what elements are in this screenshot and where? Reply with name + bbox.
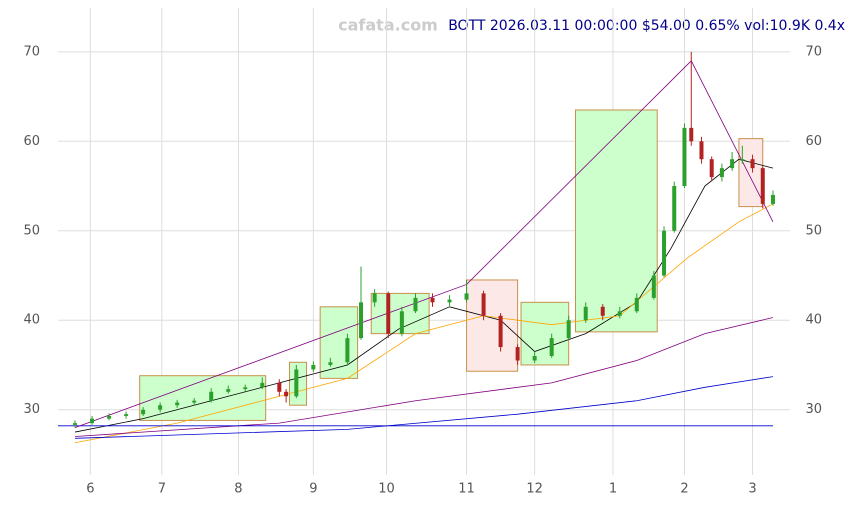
box [319,306,359,379]
candle-body [682,127,687,187]
candle-body [158,405,163,410]
candle-body [634,297,639,312]
candle-body [464,293,469,300]
y-tick-label: 40 [23,313,40,328]
x-tick-label: 6 [86,482,94,497]
candle-body [209,391,214,401]
candle-body [709,159,714,178]
candle-body [689,127,694,142]
x-tick-label: 10 [378,482,395,497]
candle-body [532,356,537,361]
candle-body [328,362,333,365]
candle-body [311,364,316,370]
x-tick-label: 2 [680,482,688,497]
box [520,301,570,366]
candle-body [566,320,571,339]
candle-body [770,194,775,204]
x-tick-label: 1 [609,482,617,497]
y-tick-label-right: 60 [805,134,822,149]
y-tick-label-right: 40 [805,313,822,328]
candle-body [760,168,765,204]
box [575,109,658,333]
candle-body [549,338,554,357]
candle-body [617,311,622,316]
candle-body [260,382,265,388]
candle-body [141,409,146,415]
candle-body [345,338,350,363]
candle-body [699,141,704,160]
candle-body [386,293,391,334]
watermark: cafata.com [338,16,438,35]
candle-body [175,402,180,406]
candle-body [226,389,231,392]
y-tick-label: 70 [23,44,40,59]
box [466,279,519,372]
candle-body [481,293,486,316]
candle-body [740,159,745,161]
candle-body [107,415,112,419]
candle-body [284,391,289,397]
candle-body [515,347,520,361]
candle-body [672,186,677,231]
candle-body [447,299,452,303]
candle-body [90,418,95,424]
candle-body [359,302,364,339]
candle-body [399,311,404,334]
y-tick-label: 50 [23,223,40,238]
candle-body [600,306,605,316]
candle-body [294,369,299,397]
candle-body [750,159,755,169]
chart-title: BOTT 2026.03.11 00:00:00 $54.00 0.65% vo… [448,18,845,34]
y-tick-label: 30 [23,402,40,417]
y-tick-label-right: 50 [805,223,822,238]
x-tick-label: 7 [158,482,166,497]
y-tick-label: 60 [23,134,40,149]
candle-body [651,275,656,298]
x-tick-label: 9 [309,482,317,497]
candle-body [413,297,418,312]
y-tick-label-right: 30 [805,402,822,417]
x-tick-label: 12 [526,482,543,497]
overlay-line [75,376,774,439]
candle-body [277,382,282,392]
candle-body [192,400,197,403]
overlay-line [74,60,774,428]
x-tick-label: 3 [748,482,756,497]
y-tick-label-right: 70 [805,44,822,59]
candle-body [430,297,435,303]
candle-body [124,414,129,416]
x-tick-label: 8 [234,482,242,497]
candle-body [719,168,724,178]
candle-body [73,423,78,425]
candle-body [372,293,377,303]
candle-body [662,230,667,276]
candle-body [498,315,503,348]
x-tick-label: 11 [458,482,475,497]
candle-body [583,306,588,321]
candle-body [730,159,735,169]
overlay-line [74,317,774,437]
candle-body [243,387,248,390]
box [139,375,267,421]
